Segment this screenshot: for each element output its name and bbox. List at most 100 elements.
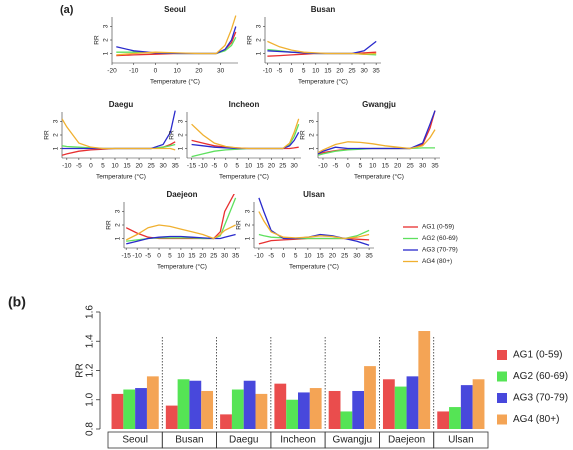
y-tick-label: 3 (53, 119, 60, 123)
x-tick-label: -10 (254, 253, 264, 260)
bar (286, 399, 298, 429)
y-axis-label: RR (247, 35, 254, 45)
legend-label: AG2 (60-69) (513, 371, 568, 382)
x-tick-label: 10 (369, 163, 377, 170)
bar (177, 379, 190, 429)
x-tick-label: 30 (360, 68, 368, 75)
x-tick-label: 35 (431, 163, 439, 170)
y-tick-label: 1.0 (85, 392, 96, 406)
chart-title: Gwangju (362, 100, 396, 109)
y-tick-label: 3 (309, 119, 316, 123)
y-tick-label: 2 (53, 133, 60, 137)
x-tick-label: -10 (129, 68, 139, 75)
x-tick-label: 5 (235, 163, 239, 170)
legend-label: AG3 (70-79) (513, 393, 568, 404)
y-tick-label: 1.4 (85, 334, 96, 348)
x-tick-label: 25 (407, 163, 415, 170)
bar (220, 414, 232, 429)
x-tick-label: 20 (195, 68, 203, 75)
bar (274, 383, 287, 429)
x-tick-label: Daegu (229, 435, 258, 446)
x-tick-label: 35 (365, 253, 373, 260)
x-tick-label: 20 (329, 253, 337, 260)
x-tick-label: 15 (324, 68, 332, 75)
x-tick-label: 5 (359, 163, 363, 170)
x-tick-label: 5 (294, 253, 298, 260)
x-tick-label: 10 (174, 68, 182, 75)
x-tick-label: 20 (336, 68, 344, 75)
line-series (62, 118, 176, 151)
x-tick-label: 20 (394, 163, 402, 170)
bar (437, 411, 450, 429)
line-series (191, 123, 300, 158)
y-tick-label: 1 (103, 51, 110, 55)
bar (460, 385, 473, 429)
x-tick-label: 30 (160, 163, 168, 170)
y-tick-label: 2 (245, 223, 252, 227)
bar (146, 376, 159, 429)
x-axis-label: Temperature (°C) (354, 173, 404, 181)
x-tick-label: 25 (341, 253, 349, 260)
y-axis-label: RR (44, 130, 51, 140)
y-tick-label: 2 (309, 133, 316, 137)
legend-label: AG4 (80+) (422, 258, 452, 265)
bar (352, 390, 365, 429)
y-tick-label: 3 (178, 119, 185, 123)
bar (418, 331, 431, 429)
category-box (433, 431, 489, 449)
x-tick-label: Busan (175, 435, 203, 446)
line-series (258, 237, 370, 245)
x-tick-label: 5 (302, 68, 306, 75)
y-tick-label: 2 (178, 133, 185, 137)
x-tick-label: 10 (304, 253, 312, 260)
x-axis-label: Temperature (°C) (298, 78, 348, 86)
y-axis-label: RR (75, 363, 86, 377)
bar (394, 386, 407, 429)
chart-title: Busan (311, 5, 336, 14)
x-tick-label: -20 (107, 68, 117, 75)
x-tick-label: 30 (419, 163, 427, 170)
legend-swatch (497, 393, 507, 403)
legend-label: AG2 (60-69) (422, 235, 458, 242)
x-tick-label: 0 (89, 163, 93, 170)
x-tick-label: -15 (121, 253, 131, 260)
x-tick-label: -5 (277, 68, 283, 75)
bar (135, 388, 147, 429)
chart-title: Ulsan (303, 190, 325, 199)
bar (255, 393, 268, 429)
x-tick-label: 30 (221, 253, 229, 260)
y-tick-label: 0.8 (85, 422, 96, 436)
legend-label: AG1 (0-59) (513, 350, 562, 361)
x-axis-label: Temperature (°C) (219, 173, 269, 181)
y-tick-label: 3 (245, 209, 252, 213)
legend-label: AG1 (0-59) (422, 224, 454, 231)
x-tick-label: Gwangju (333, 435, 372, 446)
bar (472, 379, 485, 429)
x-tick-label: 25 (348, 68, 356, 75)
x-tick-label: Incheon (280, 435, 316, 446)
x-axis-label: Temperature (°C) (157, 263, 207, 271)
x-tick-label: 15 (256, 163, 264, 170)
x-tick-label: 30 (217, 68, 225, 75)
chart-title: Seoul (164, 5, 186, 14)
x-tick-label: -10 (318, 163, 328, 170)
panel-label: (b) (8, 294, 26, 310)
x-tick-label: -5 (333, 163, 339, 170)
legend-swatch (497, 371, 507, 382)
legend-label: AG4 (80+) (513, 414, 559, 425)
x-tick-label: -15 (187, 163, 197, 170)
line-series (318, 129, 436, 154)
line-series (191, 131, 300, 150)
line-series (267, 40, 377, 55)
y-tick-label: 1 (309, 146, 316, 150)
legend-label: AG3 (70-79) (422, 247, 458, 254)
x-tick-label: 35 (373, 68, 381, 75)
y-tick-label: 2 (256, 38, 263, 42)
x-tick-label: -10 (263, 68, 273, 75)
y-axis-label: RR (300, 130, 307, 140)
bar (243, 380, 256, 429)
x-tick-label: -5 (145, 253, 151, 260)
x-tick-label: Daejeon (388, 435, 425, 446)
x-tick-label: -5 (268, 253, 274, 260)
x-tick-label: 15 (317, 253, 325, 260)
